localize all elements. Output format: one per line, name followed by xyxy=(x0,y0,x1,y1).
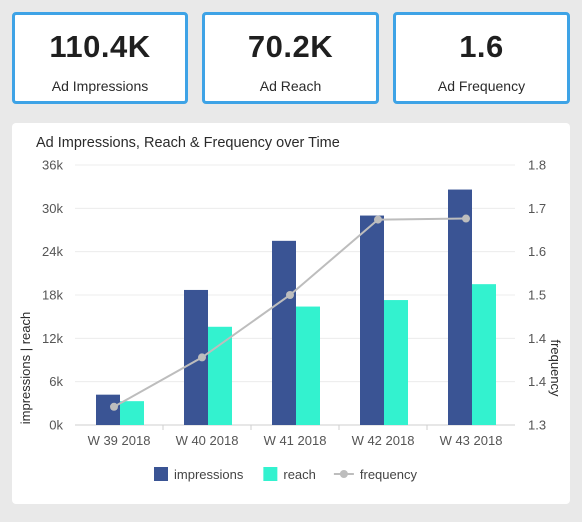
y2-tick-label: 1.5 xyxy=(528,288,546,303)
y2-tick-label: 1.3 xyxy=(528,418,546,433)
kpi-card-frequency: 1.6 Ad Frequency xyxy=(393,12,570,104)
x-tick-label: W 42 2018 xyxy=(352,433,415,448)
bar-reach xyxy=(384,300,408,425)
x-tick-label: W 41 2018 xyxy=(264,433,327,448)
y2-tick-label: 1.7 xyxy=(528,201,546,216)
y-tick-label: 24k xyxy=(42,244,63,259)
kpi-label: Ad Reach xyxy=(259,78,322,94)
legend-marker-frequency xyxy=(339,470,348,478)
legend-label: reach xyxy=(283,467,316,482)
bar-reach xyxy=(472,284,496,425)
y-tick-label: 6k xyxy=(49,374,63,389)
legend-label: impressions xyxy=(174,467,244,482)
kpi-value: 1.6 xyxy=(459,29,504,64)
y-tick-label: 36k xyxy=(42,158,63,173)
point-frequency xyxy=(286,291,294,299)
bar-impressions xyxy=(360,215,384,425)
kpi-label: Ad Impressions xyxy=(51,78,149,94)
point-frequency xyxy=(198,353,206,362)
kpi-card-impressions: 110.4K Ad Impressions xyxy=(12,12,188,104)
kpi-label: Ad Frequency xyxy=(437,78,526,94)
y2-tick-label: 1.4 xyxy=(528,331,546,346)
kpi-value: 70.2K xyxy=(247,29,334,64)
bar-reach xyxy=(296,306,320,425)
x-tick-label: W 39 2018 xyxy=(88,433,151,448)
y-tick-label: 12k xyxy=(42,331,63,346)
bar-reach xyxy=(208,326,232,425)
legend-swatch-impressions xyxy=(154,467,168,481)
chart-card: Ad Impressions, Reach & Frequency over T… xyxy=(12,123,570,504)
y-tick-label: 30k xyxy=(42,201,63,216)
chart-title: Ad Impressions, Reach & Frequency over T… xyxy=(36,135,340,151)
point-frequency xyxy=(462,214,470,223)
y2-axis-label: frequency xyxy=(548,339,563,397)
point-frequency xyxy=(110,402,118,411)
bar-impressions xyxy=(448,189,472,425)
kpi-card-reach: 70.2K Ad Reach xyxy=(202,12,379,104)
y2-tick-label: 1.4 xyxy=(528,374,546,389)
chart: Ad Impressions, Reach & Frequency over T… xyxy=(18,135,563,482)
y-axis-label: impressions | reach xyxy=(18,312,33,424)
bar-impressions xyxy=(272,240,296,425)
bar-reach xyxy=(120,401,144,425)
legend-swatch-reach xyxy=(263,467,278,481)
y2-tick-label: 1.8 xyxy=(528,158,546,173)
y-tick-label: 18k xyxy=(42,288,63,303)
y2-tick-label: 1.6 xyxy=(528,244,546,259)
x-tick-label: W 43 2018 xyxy=(440,433,503,448)
kpi-value: 110.4K xyxy=(49,29,151,64)
x-tick-label: W 40 2018 xyxy=(176,433,239,448)
point-frequency xyxy=(374,215,382,224)
legend-label: frequency xyxy=(360,467,418,482)
y-tick-label: 0k xyxy=(49,418,63,433)
